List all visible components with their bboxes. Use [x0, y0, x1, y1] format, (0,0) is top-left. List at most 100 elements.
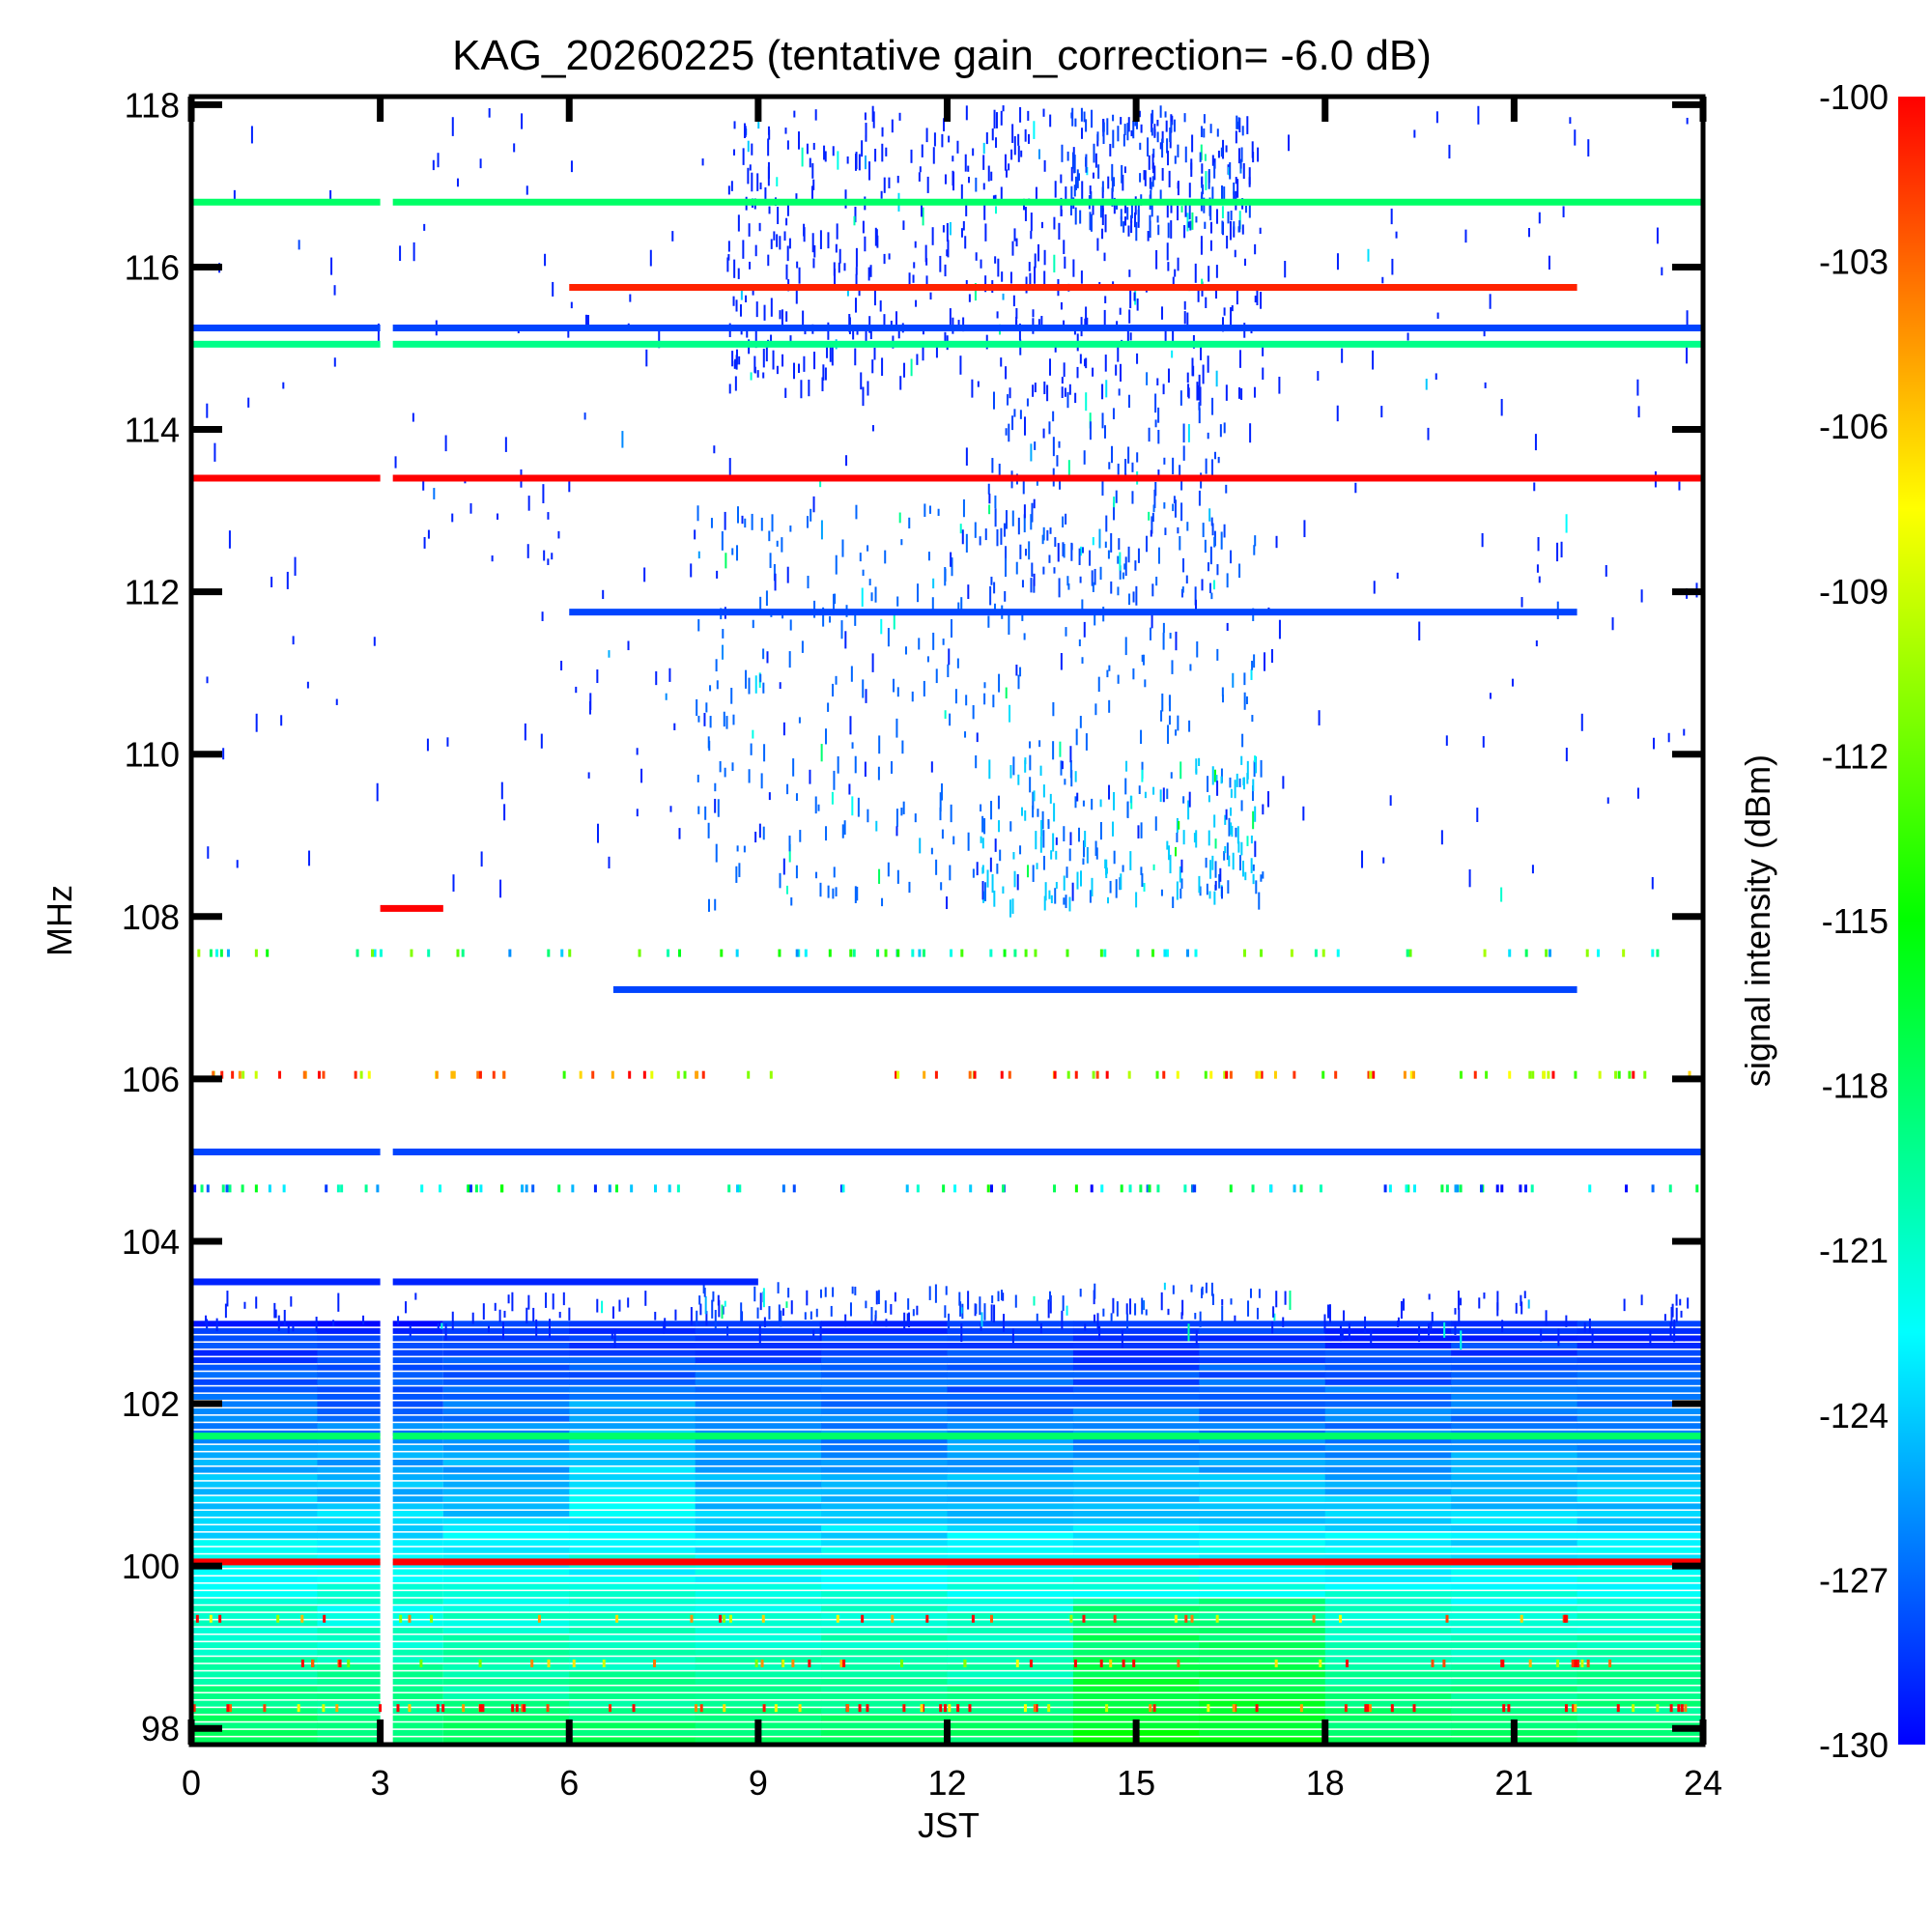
band-cell: [947, 1364, 1074, 1371]
signal-speckle: [902, 801, 905, 814]
signal-speckle: [1002, 1293, 1005, 1301]
signal-speckle: [881, 897, 884, 907]
signal-speckle: [789, 526, 792, 532]
signal-speckle: [1204, 154, 1207, 161]
signal-speckle: [1164, 527, 1167, 535]
signal-speckle: [1636, 787, 1639, 799]
speckle-row-mark: [436, 1704, 440, 1713]
band-cell: [947, 1408, 1074, 1415]
band-cell: [1072, 1378, 1200, 1385]
signal-speckle: [1222, 317, 1225, 332]
band-cell: [1577, 1583, 1704, 1590]
signal-speckle: [1167, 222, 1170, 239]
signal-speckle: [911, 691, 914, 702]
band-cell: [1324, 1466, 1452, 1473]
band-cell: [191, 1378, 318, 1385]
signal-speckle: [1227, 880, 1230, 894]
signal-speckle: [1039, 765, 1042, 776]
band-cell: [1577, 1503, 1704, 1510]
signal-speckle: [1223, 307, 1226, 316]
signal-speckle: [702, 1282, 705, 1294]
signal-speckle: [1084, 358, 1087, 367]
signal-speckle: [1144, 170, 1147, 186]
signal-speckle: [846, 290, 849, 297]
signal-speckle: [1208, 891, 1211, 899]
signal-speckle: [823, 145, 826, 160]
band-cell: [1451, 1686, 1578, 1692]
signal-speckle: [1027, 133, 1030, 144]
signal-speckle: [984, 528, 987, 541]
signal-speckle: [1151, 109, 1154, 124]
signal-speckle: [1004, 590, 1007, 602]
signal-speckle: [887, 862, 890, 877]
band-cell: [191, 1423, 318, 1430]
speckle-row-mark: [922, 1704, 925, 1713]
speckle-row-mark: [461, 949, 465, 957]
band-cell: [442, 1671, 570, 1678]
signal-speckle: [899, 376, 902, 390]
speckle-row-mark: [690, 1614, 694, 1623]
signal-speckle: [844, 631, 847, 649]
signal-speckle: [1675, 1293, 1678, 1306]
band-cell: [1577, 1481, 1704, 1488]
band-cell: [947, 1649, 1074, 1656]
band-cell: [1324, 1372, 1452, 1378]
signal-speckle: [962, 498, 965, 518]
band-cell: [569, 1525, 696, 1532]
band-cell: [821, 1605, 948, 1612]
signal-speckle: [786, 783, 789, 795]
signal-speckle: [865, 1300, 867, 1309]
signal-speckle: [570, 301, 573, 309]
signal-speckle: [1211, 186, 1214, 206]
signal-speckle: [854, 755, 857, 774]
signal-speckle: [1208, 582, 1211, 594]
signal-speckle: [1126, 123, 1129, 141]
speckle-row-mark: [511, 1704, 515, 1713]
signal-speckle: [1430, 1321, 1433, 1331]
band-cell: [392, 1460, 443, 1466]
band-cell: [1577, 1532, 1704, 1539]
colorbar-tick-label: -121: [1819, 1231, 1889, 1270]
x-tick-label: 24: [1684, 1763, 1722, 1803]
band-cell: [695, 1466, 822, 1473]
band-cell: [442, 1386, 570, 1393]
signal-speckle: [1111, 445, 1114, 464]
signal-speckle: [850, 666, 853, 682]
signal-speckle: [768, 530, 771, 542]
speckle-row-mark: [1431, 1659, 1435, 1667]
signal-speckle: [1024, 810, 1027, 821]
signal-speckle: [1079, 870, 1082, 887]
speckle-row-mark: [1260, 949, 1264, 957]
signal-speckle: [294, 556, 297, 576]
signal-speckle: [1180, 476, 1183, 491]
signal-speckle: [852, 325, 855, 340]
band-cell: [569, 1408, 696, 1415]
signal-speckle: [1034, 266, 1037, 284]
signal-speckle: [981, 865, 984, 873]
signal-speckle: [718, 1299, 721, 1318]
signal-speckle: [1065, 867, 1068, 878]
signal-speckle: [1105, 861, 1108, 875]
signal-speckle: [696, 505, 699, 522]
band-cell: [442, 1401, 570, 1407]
speckle-row-mark: [1495, 1184, 1499, 1193]
signal-speckle: [669, 806, 672, 812]
speckle-row-mark: [1669, 1704, 1673, 1713]
band-cell: [442, 1343, 570, 1350]
signal-speckle: [1211, 1293, 1214, 1305]
band-cell: [392, 1481, 443, 1488]
speckle-row-mark: [1033, 1704, 1037, 1713]
band-cell: [1072, 1452, 1200, 1459]
signal-speckle: [1226, 842, 1229, 861]
band-cell: [569, 1372, 696, 1378]
signal-speckle: [1275, 1291, 1278, 1308]
band-cell: [1072, 1620, 1200, 1627]
band-cell: [442, 1554, 570, 1561]
signal-speckle: [1327, 1304, 1330, 1319]
signal-speckle: [790, 1300, 793, 1315]
signal-speckle: [988, 493, 991, 504]
band-cell: [1072, 1671, 1200, 1678]
speckle-row-mark: [1531, 1070, 1535, 1079]
signal-speckle: [726, 257, 729, 272]
signal-speckle: [789, 619, 792, 631]
